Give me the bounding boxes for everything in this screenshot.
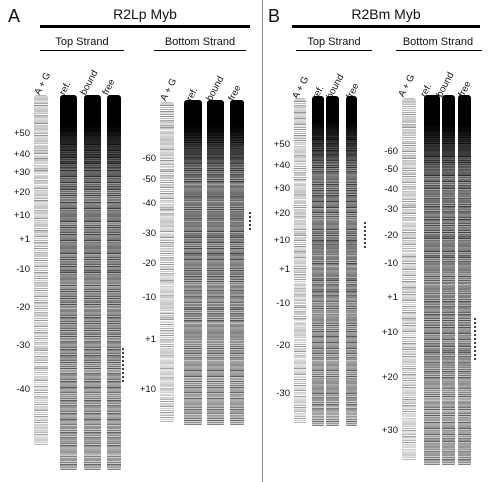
- gel-lane: [442, 95, 455, 465]
- lane-label-ag: A + G: [396, 72, 418, 99]
- strand-rule: [154, 50, 246, 51]
- position-label: -10: [16, 264, 30, 275]
- position-label: -30: [384, 204, 398, 215]
- strand-rule: [296, 50, 372, 51]
- gel-lane: [458, 95, 471, 465]
- panel-divider: [262, 0, 263, 482]
- position-label: +30: [273, 183, 290, 194]
- gel-lane: [207, 100, 224, 425]
- protected-region-marker: [122, 348, 124, 384]
- position-label: -50: [384, 164, 398, 175]
- position-label: +1: [145, 334, 156, 345]
- protected-region-marker: [364, 222, 366, 250]
- position-label: +30: [381, 425, 398, 436]
- strand-rule: [396, 50, 482, 51]
- title-rule: [40, 25, 250, 28]
- position-label: -40: [384, 184, 398, 195]
- position-label: +1: [19, 234, 30, 245]
- gel-lane: [294, 98, 306, 423]
- strand-label: Bottom Strand: [164, 36, 236, 48]
- position-label: +20: [13, 187, 30, 198]
- gel-lane: [346, 96, 357, 426]
- panel-letter: B: [268, 6, 281, 26]
- gel-lane: [326, 96, 339, 426]
- position-label: +1: [387, 292, 398, 303]
- gel-lane: [34, 95, 48, 445]
- position-label: +10: [139, 384, 156, 395]
- position-label: -10: [142, 292, 156, 303]
- position-label: -60: [384, 146, 398, 157]
- lane-label-bound: bound: [204, 74, 227, 103]
- position-label: -10: [276, 298, 290, 309]
- position-label: -20: [142, 258, 156, 269]
- gel-lane: [160, 102, 174, 422]
- panel-title: R2Bm Myb: [351, 6, 421, 22]
- lane-label-bound: bound: [78, 68, 101, 97]
- gel-lane: [312, 96, 324, 426]
- position-label: +20: [273, 208, 290, 219]
- position-label: -30: [16, 340, 30, 351]
- gel-lane: [107, 95, 121, 470]
- position-label: +40: [13, 149, 30, 160]
- position-label: -60: [142, 153, 156, 164]
- strand-label: Top Strand: [307, 36, 361, 48]
- gel-lane: [424, 95, 440, 465]
- position-label: +50: [13, 128, 30, 139]
- position-label: -20: [16, 302, 30, 313]
- position-label: +10: [381, 327, 398, 338]
- lane-label-ag: A + G: [32, 70, 54, 97]
- position-label: +30: [13, 167, 30, 178]
- protected-region-marker: [249, 212, 251, 232]
- position-label: -50: [142, 174, 156, 185]
- position-label: -40: [16, 384, 30, 395]
- position-label: +50: [273, 139, 290, 150]
- position-label: -10: [384, 258, 398, 269]
- title-rule: [292, 25, 480, 28]
- gel-lane: [402, 98, 416, 460]
- position-label: +40: [273, 160, 290, 171]
- position-label: +20: [381, 372, 398, 383]
- position-label: -20: [384, 230, 398, 241]
- position-label: -20: [276, 340, 290, 351]
- panel-letter: A: [8, 6, 21, 26]
- gel-lane: [84, 95, 101, 470]
- position-label: +10: [273, 235, 290, 246]
- strand-rule: [40, 50, 124, 51]
- position-label: -40: [142, 198, 156, 209]
- gel-lane: [230, 100, 244, 425]
- position-label: -30: [142, 228, 156, 239]
- strand-label: Bottom Strand: [402, 36, 474, 48]
- position-label: +10: [13, 210, 30, 221]
- gel-lane: [184, 100, 202, 425]
- position-label: -30: [276, 388, 290, 399]
- position-label: +1: [279, 264, 290, 275]
- lane-label-ag: A + G: [158, 76, 180, 103]
- strand-label: Top Strand: [55, 36, 109, 48]
- gel-lane: [60, 95, 77, 470]
- protected-region-marker: [474, 318, 476, 362]
- panel-title: R2Lp Myb: [113, 6, 177, 22]
